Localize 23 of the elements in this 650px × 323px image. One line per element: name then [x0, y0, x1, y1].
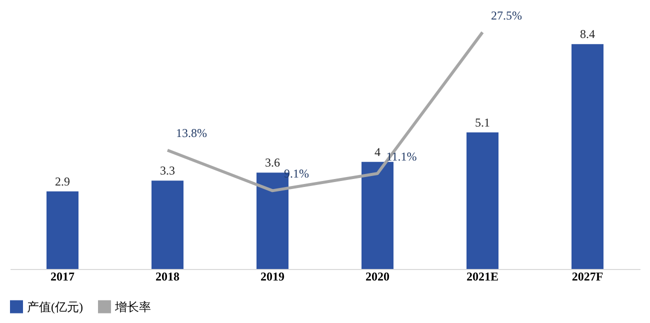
x-tick-label: 2017	[50, 270, 74, 284]
bar	[362, 162, 394, 269]
bar	[466, 132, 498, 269]
x-tick-label: 2021E	[466, 270, 499, 284]
data-label: 8.4	[580, 27, 595, 42]
data-label: 4	[374, 144, 380, 159]
legend-label: 增长率	[114, 300, 151, 314]
data-label: 3.3	[160, 164, 175, 178]
data-label: 2.9	[55, 174, 70, 188]
x-tick-label: 2020	[366, 270, 390, 284]
bar	[46, 191, 78, 269]
data-label: 3.6	[265, 156, 280, 170]
x-tick-label: 2018	[156, 270, 180, 284]
x-tick-label: 2027F	[572, 270, 604, 284]
x-tick-label: 2019	[260, 270, 284, 284]
bar	[572, 44, 604, 269]
data-label: 27.5%	[491, 8, 522, 22]
data-label: 5.1	[475, 115, 490, 130]
legend-label: 产值(亿元)	[27, 300, 83, 314]
data-label: 9.1%	[284, 166, 309, 181]
data-label: 13.8%	[176, 126, 207, 140]
data-label: 11.1%	[386, 149, 417, 164]
bar	[152, 180, 184, 269]
